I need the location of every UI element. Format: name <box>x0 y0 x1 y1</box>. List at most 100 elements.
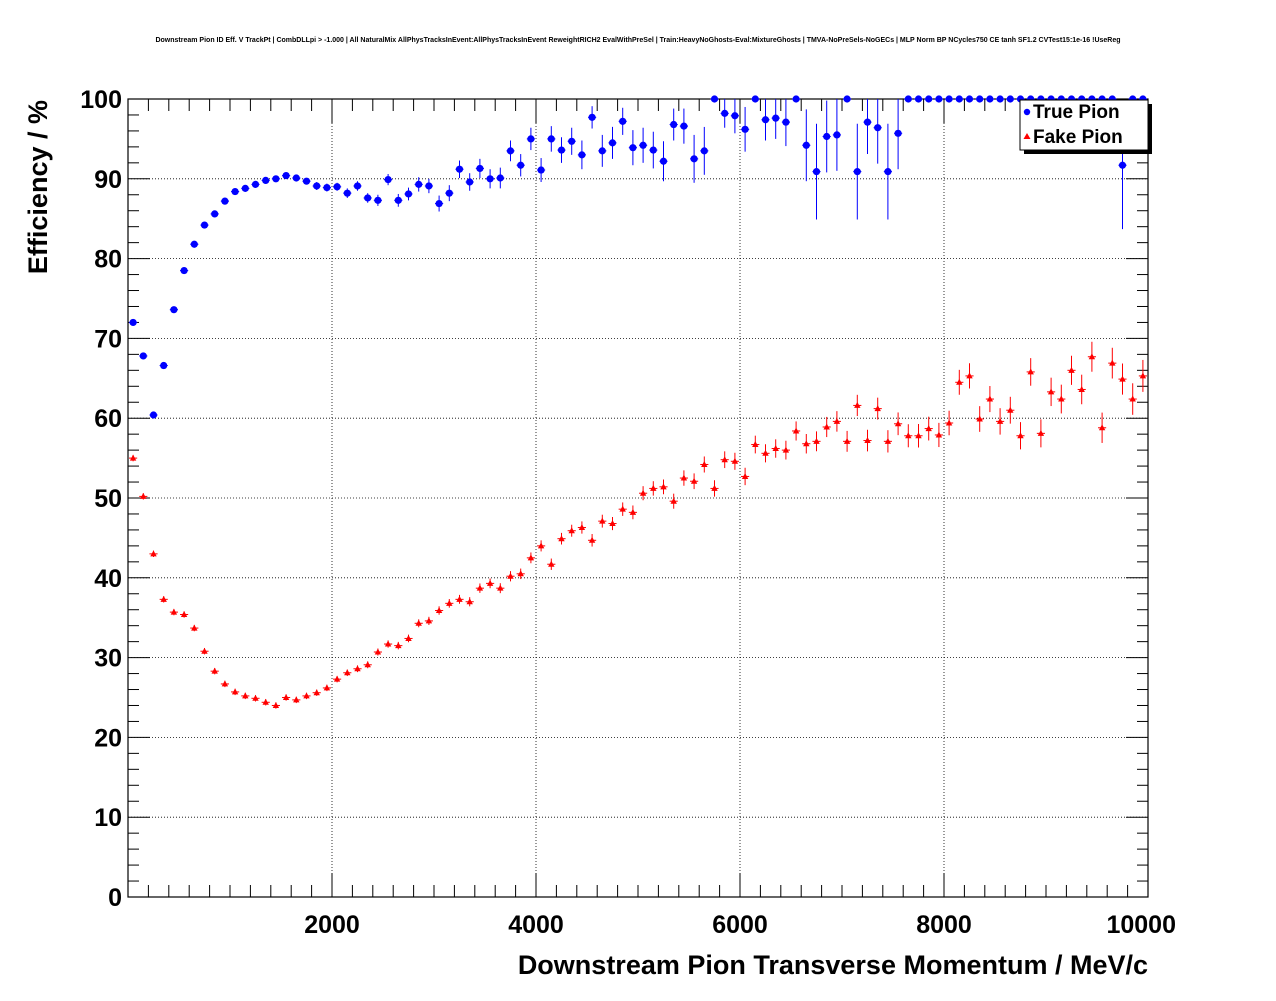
true-pion-point <box>781 99 790 147</box>
true-pion-marker <box>272 175 280 183</box>
fake-pion-marker <box>527 554 535 561</box>
true-pion-point <box>853 123 862 220</box>
true-pion-point <box>812 123 821 220</box>
fake-pion-marker <box>680 474 688 481</box>
true-pion-marker <box>812 168 821 176</box>
true-pion-marker <box>394 196 402 204</box>
true-pion-marker <box>996 95 1004 103</box>
true-pion-point <box>526 127 535 151</box>
fake-pion-point <box>1108 347 1117 379</box>
true-pion-point <box>343 188 352 198</box>
true-pion-marker <box>180 266 188 275</box>
true-pion-point <box>679 108 688 144</box>
fake-pion-point <box>883 430 892 453</box>
fake-pion-marker <box>711 484 718 491</box>
true-pion-marker <box>364 194 372 202</box>
true-pion-point <box>618 107 627 135</box>
true-pion-point <box>873 99 882 164</box>
fake-pion-point <box>751 435 760 454</box>
fake-pion-marker <box>415 619 422 626</box>
y-axis-title: Efficiency / % <box>23 100 53 274</box>
true-pion-marker <box>802 141 810 149</box>
true-pion-point <box>894 99 903 170</box>
fake-pion-marker <box>568 527 575 534</box>
true-pion-point <box>149 411 158 419</box>
true-pion-marker <box>170 306 178 314</box>
true-pion-marker <box>129 318 137 327</box>
fake-pion-marker <box>384 640 392 647</box>
fake-pion-marker <box>690 477 698 484</box>
fake-pion-point <box>241 692 250 700</box>
y-tick-label: 10 <box>94 804 122 832</box>
true-pion-point <box>241 184 250 192</box>
true-pion-point <box>649 131 658 169</box>
fake-pion-point <box>169 608 178 616</box>
true-pion-point <box>822 100 831 173</box>
fake-pion-marker <box>1109 359 1116 366</box>
fake-pion-point <box>516 568 525 580</box>
fake-pion-marker <box>395 642 402 649</box>
legend-marker-fake-pion <box>1023 133 1031 139</box>
fake-pion-marker <box>864 437 871 444</box>
true-pion-marker <box>333 183 341 191</box>
fake-pion-point <box>812 431 821 452</box>
true-pion-point <box>129 318 138 327</box>
true-pion-marker <box>190 240 198 248</box>
fake-pion-point <box>353 665 362 673</box>
true-pion-point <box>322 183 331 192</box>
fake-pion-marker <box>813 437 820 444</box>
series-true-pion <box>129 95 1147 419</box>
fake-pion-marker <box>507 572 514 579</box>
fake-pion-point <box>486 578 495 589</box>
true-pion-marker <box>588 113 596 121</box>
fake-pion-marker <box>446 599 453 606</box>
fake-pion-marker <box>497 584 504 591</box>
fake-pion-marker <box>1088 353 1096 360</box>
fake-pion-marker <box>1037 429 1045 436</box>
true-pion-point <box>934 95 943 103</box>
true-pion-point <box>312 181 321 190</box>
true-pion-marker <box>608 139 617 147</box>
true-pion-point <box>251 180 260 188</box>
fake-pion-point <box>1128 383 1137 415</box>
fake-pion-marker <box>762 449 769 456</box>
fake-pion-marker <box>884 437 892 444</box>
true-pion-marker <box>404 190 413 198</box>
true-pion-marker <box>710 95 719 103</box>
fake-pion-marker <box>150 550 157 557</box>
fake-pion-marker <box>333 675 341 682</box>
true-pion-marker <box>955 95 963 103</box>
fake-pion-point <box>649 481 658 496</box>
true-pion-point <box>384 174 393 186</box>
fake-pion-marker <box>629 508 637 515</box>
true-pion-marker <box>782 118 790 126</box>
true-pion-marker <box>415 180 423 188</box>
fake-pion-marker <box>1078 385 1085 392</box>
fake-pion-point <box>781 440 790 460</box>
x-axis-title: Downstream Pion Transverse Momentum / Me… <box>518 950 1148 980</box>
fake-pion-marker <box>129 454 137 461</box>
fake-pion-marker <box>752 441 759 448</box>
fake-pion-marker <box>854 401 861 408</box>
true-pion-marker <box>211 210 219 218</box>
fake-pion-point <box>404 634 413 643</box>
fake-pion-point <box>537 540 546 552</box>
y-tick-label: 100 <box>80 86 122 114</box>
fake-pion-marker <box>966 372 973 379</box>
legend-label-fake-pion: Fake Pion <box>1033 127 1123 148</box>
fake-pion-point <box>1026 358 1035 386</box>
fake-pion-marker <box>792 427 800 434</box>
fake-pion-marker <box>731 457 739 464</box>
true-pion-point <box>700 126 709 175</box>
fake-pion-marker <box>905 432 912 439</box>
true-pion-point <box>282 172 291 180</box>
fake-pion-marker <box>935 431 943 438</box>
fake-pion-marker <box>609 520 616 527</box>
fake-pion-marker <box>201 647 208 654</box>
fake-pion-point <box>1118 363 1127 395</box>
true-pion-marker <box>425 182 433 190</box>
true-pion-marker <box>160 361 168 370</box>
true-pion-marker <box>659 157 668 165</box>
fake-pion-marker <box>252 694 259 701</box>
fake-pion-point <box>639 486 648 501</box>
